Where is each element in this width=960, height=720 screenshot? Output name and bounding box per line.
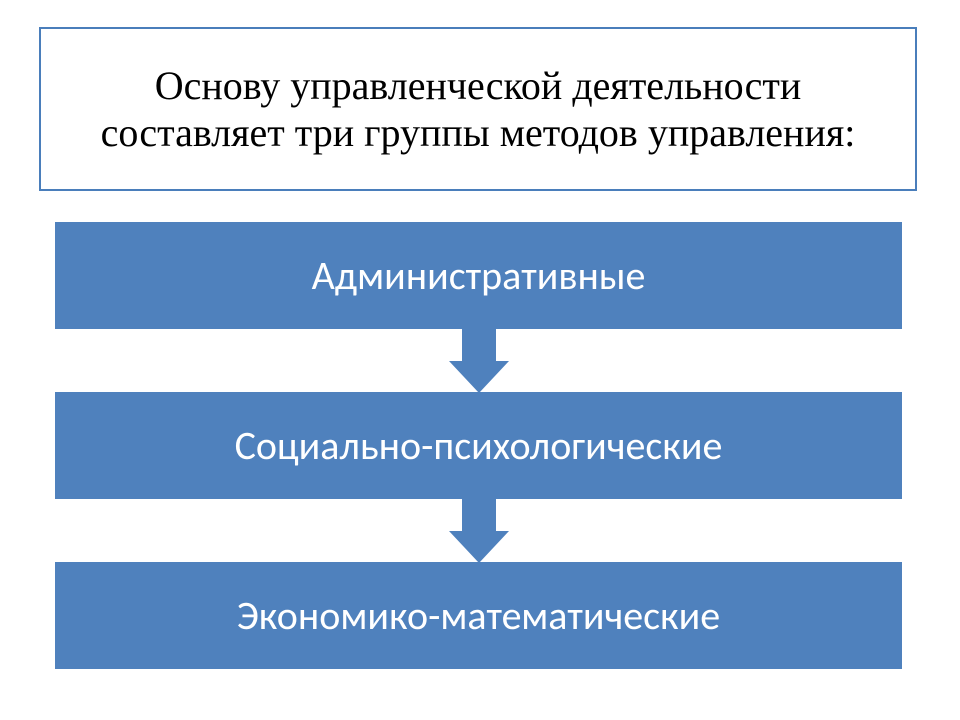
arrow-down-icon [449, 329, 509, 393]
arrow-head [449, 361, 509, 393]
bar-label: Административные [312, 251, 646, 300]
arrow-stem [462, 499, 496, 531]
bar-administrative: Административные [55, 222, 902, 329]
bar-economic-mathematical: Экономико-математические [55, 562, 902, 669]
title-text: Основу управленческой деятельности соста… [69, 62, 887, 156]
arrow-down-icon [449, 499, 509, 563]
diagram-canvas: Основу управленческой деятельности соста… [0, 0, 960, 720]
bar-label: Социально-психологические [235, 421, 723, 470]
arrow-stem [462, 329, 496, 361]
arrow-head [449, 531, 509, 563]
bar-label: Экономико-математические [237, 591, 720, 640]
title-box: Основу управленческой деятельности соста… [39, 27, 917, 191]
bar-socio-psychological: Социально-психологические [55, 392, 902, 499]
